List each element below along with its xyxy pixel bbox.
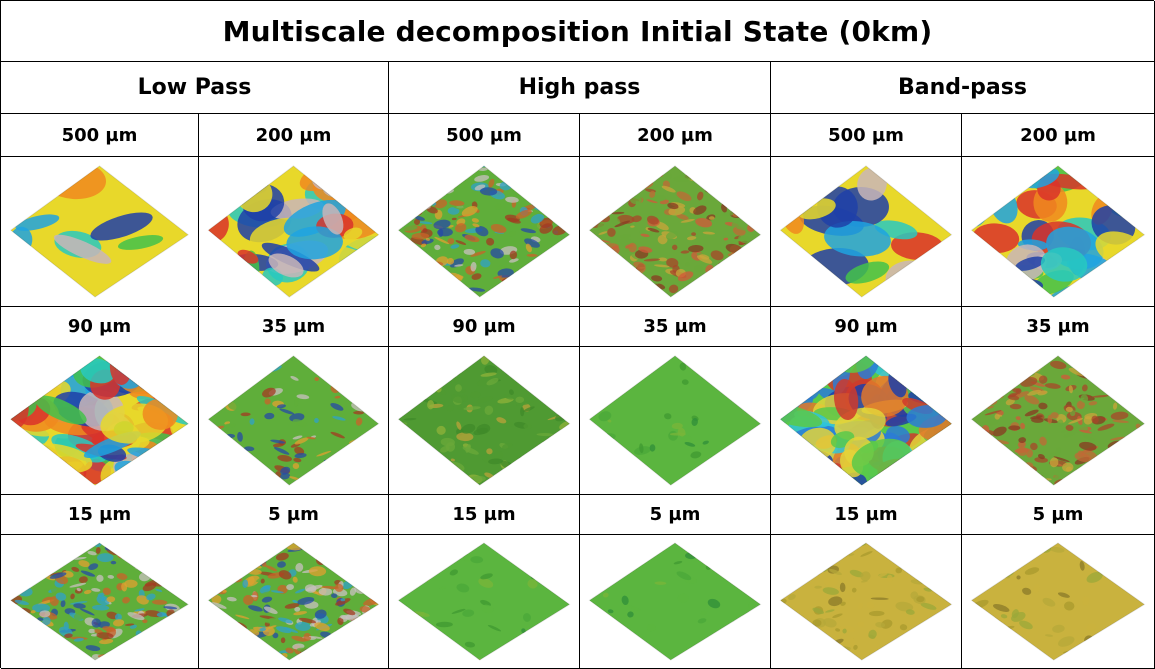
- surface-plot: [397, 542, 571, 661]
- surface-plot: [588, 542, 762, 661]
- surface-image: [580, 347, 771, 495]
- surface-image: [580, 157, 771, 307]
- scale-label: 90 µm: [389, 307, 580, 347]
- surface-image: [580, 535, 771, 669]
- surface-plot: [588, 165, 762, 298]
- surface-image: [389, 535, 580, 669]
- group-high-pass: High pass: [389, 62, 771, 114]
- scale-label: 200 µm: [962, 114, 1155, 157]
- scale-label: 5 µm: [580, 495, 771, 535]
- surface-plot: [397, 165, 571, 298]
- surface-plot: [207, 165, 380, 298]
- group-band-pass: Band-pass: [771, 62, 1155, 114]
- scale-label: 15 µm: [389, 495, 580, 535]
- surface-image: [1, 157, 199, 307]
- surface-image: [771, 535, 962, 669]
- surface-plot: [779, 542, 953, 661]
- scale-label: 90 µm: [1, 307, 199, 347]
- surface-image: [962, 535, 1155, 669]
- surface-plot: [970, 542, 1146, 661]
- scale-label: 35 µm: [962, 307, 1155, 347]
- surface-plot: [970, 355, 1146, 486]
- surface-plot: [207, 542, 380, 661]
- surface-image: [1, 535, 199, 669]
- surface-plot: [10, 165, 190, 298]
- surface-plot: [779, 355, 953, 486]
- scale-label: 500 µm: [389, 114, 580, 157]
- surface-image: [771, 347, 962, 495]
- surface-plot: [779, 165, 953, 298]
- surface-image: [199, 157, 389, 307]
- surface-image: [1, 347, 199, 495]
- surface-plot: [970, 165, 1146, 298]
- scale-label: 35 µm: [199, 307, 389, 347]
- surface-plot: [9, 542, 190, 661]
- scale-label: 15 µm: [771, 495, 962, 535]
- scale-label: 500 µm: [1, 114, 199, 157]
- scale-label: 35 µm: [580, 307, 771, 347]
- group-low-pass: Low Pass: [1, 62, 389, 114]
- surface-plot: [397, 355, 571, 486]
- surface-plot: [207, 355, 380, 486]
- surface-plot: [588, 355, 762, 486]
- scale-label: 5 µm: [962, 495, 1155, 535]
- surface-image: [771, 157, 962, 307]
- scale-label: 500 µm: [771, 114, 962, 157]
- surface-image: [962, 157, 1155, 307]
- surface-plot: [10, 355, 190, 486]
- scale-label: 90 µm: [771, 307, 962, 347]
- surface-image: [389, 347, 580, 495]
- scale-label: 200 µm: [580, 114, 771, 157]
- scale-label: 15 µm: [1, 495, 199, 535]
- surface-image: [389, 157, 580, 307]
- surface-image: [199, 535, 389, 669]
- surface-image: [199, 347, 389, 495]
- table-title: Multiscale decomposition Initial State (…: [1, 1, 1155, 62]
- surface-image: [962, 347, 1155, 495]
- scale-label: 200 µm: [199, 114, 389, 157]
- scale-label: 5 µm: [199, 495, 389, 535]
